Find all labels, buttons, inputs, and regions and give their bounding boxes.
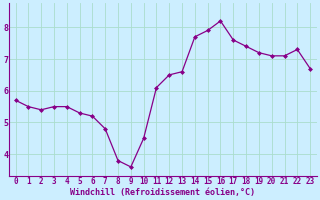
X-axis label: Windchill (Refroidissement éolien,°C): Windchill (Refroidissement éolien,°C)	[70, 188, 255, 197]
